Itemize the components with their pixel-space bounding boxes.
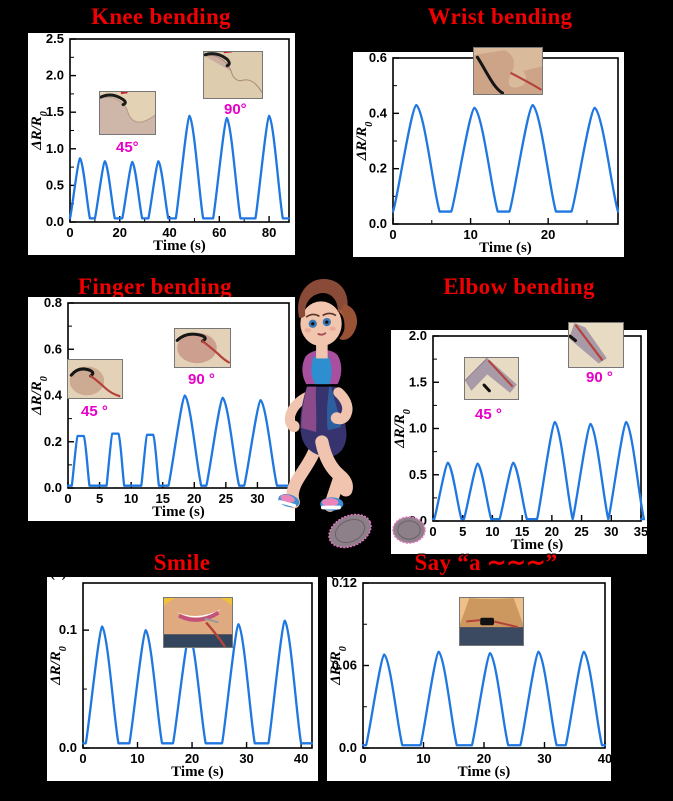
svg-text:0.2: 0.2 — [369, 161, 387, 176]
svg-text:0: 0 — [389, 227, 396, 242]
svg-text:1.0: 1.0 — [46, 141, 64, 156]
svg-text:20: 20 — [113, 225, 127, 240]
svg-text:0.0: 0.0 — [59, 740, 77, 755]
svg-text:0.2: 0.2 — [44, 434, 62, 449]
svg-text:Time (s): Time (s) — [152, 504, 205, 520]
svg-text:25: 25 — [219, 491, 233, 506]
svg-text:25: 25 — [574, 524, 588, 539]
svg-text:0.0: 0.0 — [46, 214, 64, 229]
svg-text:5: 5 — [459, 524, 466, 539]
svg-text:2.0: 2.0 — [46, 68, 64, 83]
svg-text:1.5: 1.5 — [409, 374, 427, 389]
svg-text:60: 60 — [212, 225, 226, 240]
svg-text:0.5: 0.5 — [409, 467, 427, 482]
svg-text:0.1: 0.1 — [59, 622, 77, 637]
svg-text:40: 40 — [294, 751, 308, 766]
svg-text:0: 0 — [66, 225, 73, 240]
svg-text:0.0: 0.0 — [44, 480, 62, 495]
svg-text:0.4: 0.4 — [369, 105, 388, 120]
svg-text:Time (s): Time (s) — [171, 764, 224, 780]
svg-text:30: 30 — [604, 524, 618, 539]
svg-text:0.8: 0.8 — [44, 297, 62, 310]
svg-text:0: 0 — [359, 751, 366, 766]
svg-text:30: 30 — [537, 751, 551, 766]
svg-text:Time (s): Time (s) — [479, 240, 532, 256]
svg-text:40: 40 — [598, 751, 611, 766]
svg-text:1.0: 1.0 — [409, 421, 427, 436]
svg-text:0: 0 — [64, 491, 71, 506]
svg-text:30: 30 — [239, 751, 253, 766]
svg-text:0.0: 0.0 — [339, 740, 357, 755]
svg-text:2.5: 2.5 — [46, 33, 64, 46]
svg-text:30: 30 — [250, 491, 264, 506]
svg-text:0: 0 — [79, 751, 86, 766]
svg-text:Time (s): Time (s) — [458, 764, 511, 780]
svg-text:10: 10 — [124, 491, 138, 506]
svg-text:0.5: 0.5 — [46, 177, 64, 192]
svg-text:20: 20 — [541, 227, 555, 242]
svg-text:10: 10 — [485, 524, 499, 539]
svg-text:10: 10 — [130, 751, 144, 766]
svg-text:35: 35 — [634, 524, 647, 539]
svg-text:0: 0 — [429, 524, 436, 539]
svg-text:0.6: 0.6 — [369, 52, 387, 65]
svg-text:10: 10 — [416, 751, 430, 766]
svg-text:2.0: 2.0 — [409, 330, 427, 343]
svg-text:0.6: 0.6 — [44, 341, 62, 356]
svg-text:Time (s): Time (s) — [153, 238, 206, 254]
svg-text:10: 10 — [463, 227, 477, 242]
svg-text:5: 5 — [96, 491, 103, 506]
svg-text:0.4: 0.4 — [44, 388, 63, 403]
